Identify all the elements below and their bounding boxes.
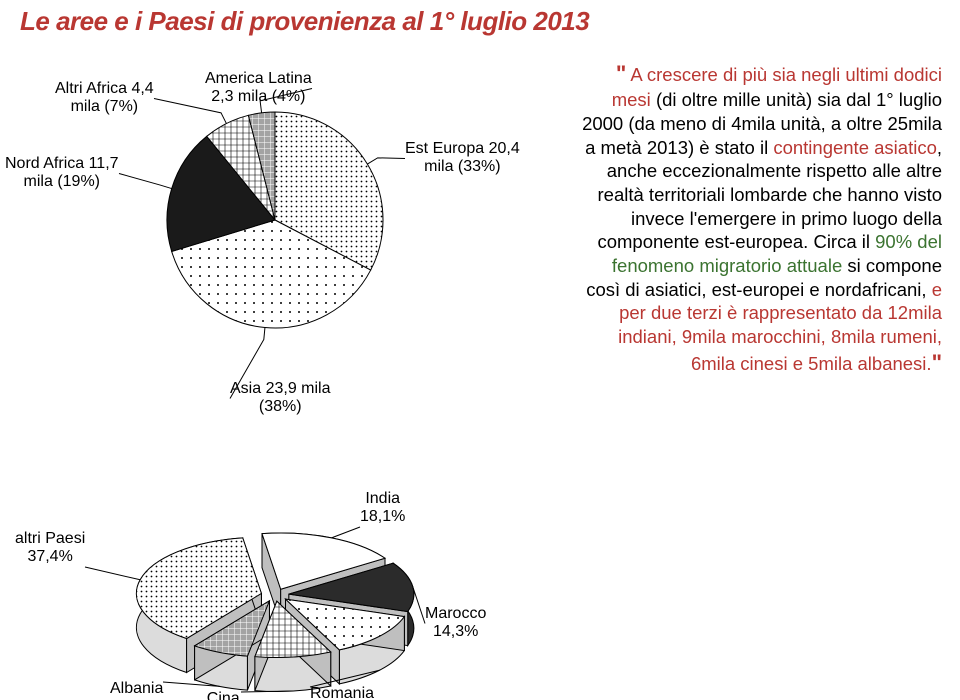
pie-label-asia: Asia 23,9 mila(38%) — [230, 380, 331, 417]
charts-svg — [0, 40, 560, 700]
pie3d-label-india: India18,1% — [360, 490, 405, 527]
pie-label-nord_africa: Nord Africa 11,7mila (19%) — [5, 155, 119, 192]
pie3d-label-cina: Cina9,9% — [205, 690, 241, 700]
pie3d-label-altri: altri Paesi37,4% — [15, 530, 85, 567]
paragraph-segment: contingente asiatico — [773, 137, 937, 158]
pie3d-label-albania: Albania7,4% — [110, 680, 163, 700]
body-paragraph: " A crescere di più sia negli ultimi dod… — [577, 60, 942, 377]
pie-label-est_europa: Est Europa 20,4mila (33%) — [405, 140, 520, 177]
exploded-3d-pie — [136, 533, 413, 691]
pie-label-america_latina: America Latina2,3 mila (4%) — [205, 70, 312, 107]
page-title: Le aree e i Paesi di provenienza al 1° l… — [20, 6, 589, 37]
pie-label-altri_africa: Altri Africa 4,4mila (7%) — [55, 80, 154, 117]
pie3d-label-marocco: Marocco14,3% — [425, 605, 486, 642]
pie3d-label-romania: Romania12,9% — [310, 685, 374, 700]
charts-area: Est Europa 20,4mila (33%) Asia 23,9 mila(… — [0, 40, 560, 690]
pie-chart — [167, 112, 383, 328]
